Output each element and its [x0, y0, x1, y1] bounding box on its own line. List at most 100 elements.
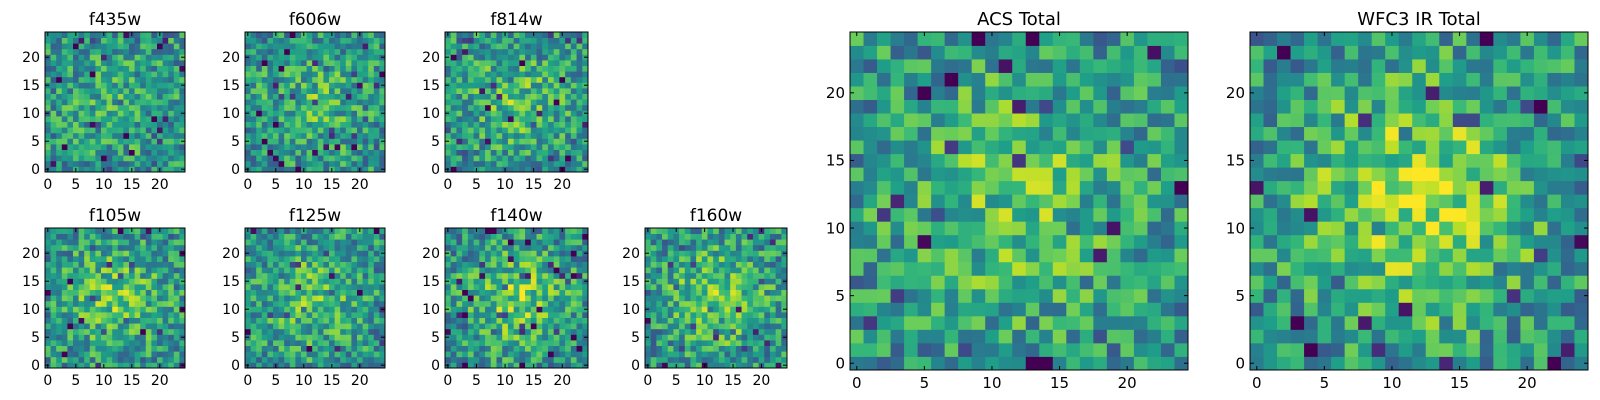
heatmap-cell	[368, 48, 375, 55]
heatmap-cell	[724, 334, 731, 341]
heatmap-cell	[323, 228, 330, 234]
heatmap-cell	[301, 289, 307, 296]
heatmap-cell	[547, 48, 555, 55]
heatmap-cell	[747, 267, 754, 274]
heatmap-cell	[317, 306, 324, 313]
heatmap-cell	[312, 312, 319, 318]
heatmap-cell	[741, 233, 748, 240]
heatmap-cell	[101, 356, 107, 363]
heatmap-cell	[101, 132, 107, 139]
heatmap-cell	[519, 104, 526, 111]
heatmap-cell	[445, 345, 452, 352]
heatmap-cell	[56, 306, 63, 313]
heatmap-cell	[73, 278, 79, 285]
heatmap-cell	[151, 340, 158, 346]
heatmap-cell	[306, 300, 313, 307]
heatmap-cell	[547, 121, 555, 128]
heatmap-cell	[61, 60, 68, 66]
heatmap-cell	[334, 228, 341, 234]
heatmap-cell	[570, 317, 577, 324]
heatmap-cell	[1174, 194, 1189, 209]
heatmap-cell	[67, 362, 74, 369]
heatmap-cell	[758, 250, 765, 257]
heatmap-cell	[667, 261, 674, 268]
heatmap-cell	[1012, 248, 1027, 263]
heatmap-cell	[312, 71, 319, 78]
heatmap-cell	[168, 284, 175, 290]
heatmap-cell	[485, 43, 492, 50]
heatmap-cell	[245, 312, 251, 318]
heatmap-cell	[724, 267, 731, 274]
heatmap-cell	[345, 99, 352, 106]
heatmap-cell	[1133, 167, 1148, 182]
heatmap-cell	[278, 160, 285, 167]
heatmap-cell	[123, 300, 130, 307]
heatmap-cell	[273, 82, 279, 89]
heatmap-cell	[582, 323, 589, 330]
heatmap-cell	[50, 340, 57, 346]
heatmap-cell	[295, 93, 302, 100]
heatmap-cell	[267, 239, 274, 246]
heatmap-cell	[473, 138, 480, 145]
heatmap-cell	[519, 334, 526, 341]
heatmap-cell	[78, 104, 85, 111]
heatmap-cell	[129, 345, 135, 352]
heatmap-cell	[456, 60, 463, 66]
heatmap-cell	[145, 351, 152, 358]
heatmap-cell	[445, 272, 452, 279]
heatmap-cell	[61, 76, 68, 83]
heatmap-cell	[713, 312, 720, 318]
heatmap-cell	[73, 65, 79, 72]
heatmap-cell	[362, 155, 369, 162]
heatmap-cell	[284, 323, 291, 330]
heatmap-cell	[267, 356, 274, 363]
heatmap-cell	[525, 345, 532, 352]
heatmap-cell	[89, 121, 96, 128]
heatmap-cell	[250, 166, 257, 173]
heatmap-cell	[301, 60, 307, 66]
heatmap-cell	[917, 221, 932, 236]
heatmap-cell	[157, 93, 163, 100]
heatmap-cell	[507, 239, 515, 246]
heatmap-cell	[707, 334, 714, 341]
heatmap-cell	[179, 60, 186, 66]
heatmap-cell	[45, 99, 51, 106]
heatmap-cell	[162, 60, 169, 66]
heatmap-cell	[278, 300, 285, 307]
heatmap-cell	[724, 278, 731, 285]
heatmap-cell	[117, 356, 124, 363]
heatmap-cell	[140, 155, 147, 162]
heatmap-cell	[284, 104, 291, 111]
heatmap-cell	[323, 267, 330, 274]
heatmap-cell	[496, 110, 503, 117]
heatmap-cell	[101, 104, 107, 111]
heatmap-cell	[718, 323, 725, 330]
heatmap-cell	[502, 334, 509, 341]
heatmap-cell	[329, 233, 335, 240]
heatmap-cell	[295, 127, 302, 134]
heatmap-cell	[553, 244, 560, 251]
heatmap-cell	[758, 356, 765, 363]
heatmap-cell	[173, 65, 180, 72]
heatmap-cell	[998, 180, 1013, 195]
heatmap-cell	[450, 328, 457, 335]
heatmap-cell	[1147, 329, 1162, 344]
heatmap-cell	[513, 261, 520, 268]
heatmap-cell	[129, 334, 135, 341]
heatmap-cell	[724, 233, 731, 240]
heatmap-cell	[456, 99, 463, 106]
heatmap-cell	[1039, 221, 1054, 236]
heatmap-cell	[134, 104, 141, 111]
heatmap-cell	[379, 37, 386, 44]
heatmap-cell	[250, 295, 257, 302]
heatmap-cell	[173, 256, 180, 262]
heatmap-cell	[998, 221, 1013, 236]
heatmap-cell	[329, 76, 335, 83]
heatmap-cell	[362, 267, 369, 274]
heatmap-cell	[245, 340, 251, 346]
heatmap-cell	[56, 250, 63, 257]
heatmap-cell	[1133, 288, 1148, 303]
heatmap-cell	[373, 356, 380, 363]
heatmap-cell	[1106, 342, 1121, 357]
heatmap-cell	[340, 278, 347, 285]
